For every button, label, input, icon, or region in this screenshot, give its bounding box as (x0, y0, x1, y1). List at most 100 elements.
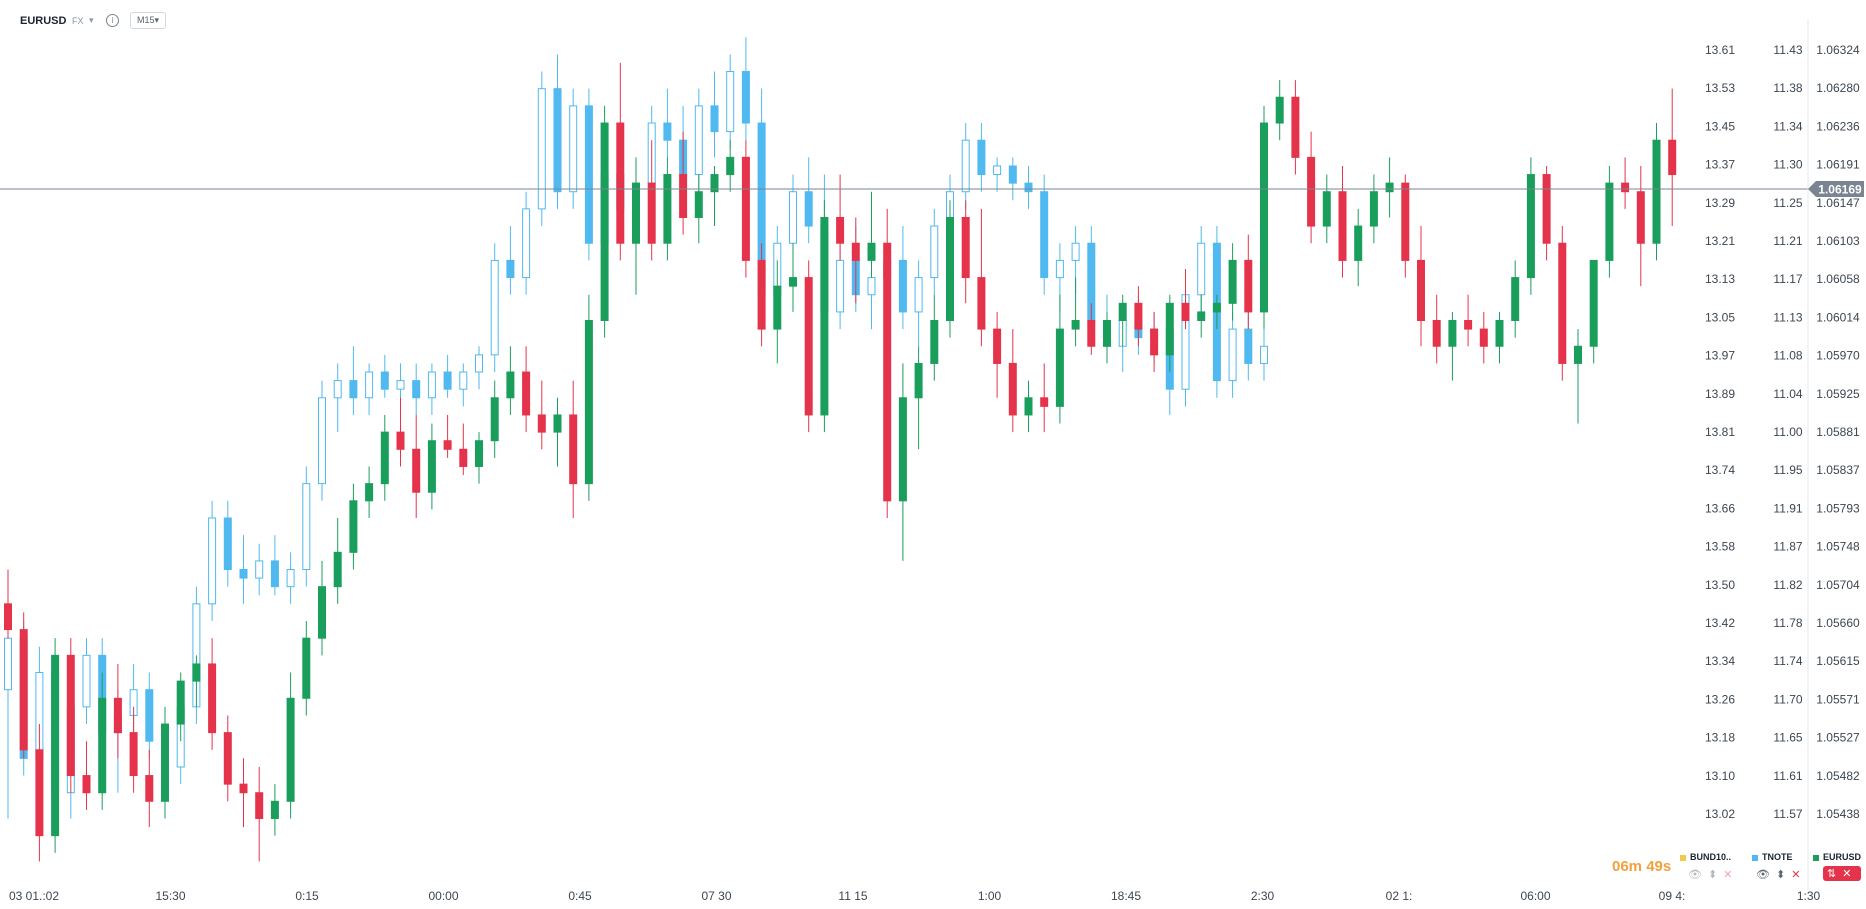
eye-icon[interactable]: 👁 (1688, 868, 1702, 881)
eurusd-tick-label: 1.05571 (1816, 692, 1860, 706)
candle-body (694, 191, 703, 218)
chevron-down-icon[interactable]: ▾ (89, 15, 94, 25)
candle-body (1322, 191, 1331, 227)
candle-body (537, 88, 546, 210)
candle-body (380, 431, 389, 485)
bund-tick-label: 13.37 (1705, 158, 1735, 172)
candle-body (333, 380, 342, 399)
time-tick-label: 18:45 (1111, 889, 1141, 903)
candle-body (1369, 191, 1378, 227)
eurusd-tick-label: 1.05704 (1816, 578, 1860, 592)
move-icon[interactable]: ⬍ (1775, 868, 1786, 881)
candle-body (522, 371, 531, 416)
candle-body (993, 165, 1002, 176)
tnote-tick-label: 11.95 (1773, 463, 1802, 477)
reorder-icon[interactable]: ⇅ (1827, 867, 1837, 880)
tnote-tick-label: 11.65 (1773, 731, 1802, 745)
candle-body (1118, 302, 1127, 322)
candle-body (914, 277, 923, 313)
candle-body (569, 414, 578, 485)
move-icon[interactable]: ⬍ (1707, 868, 1718, 881)
eurusd-tick-label: 1.06147 (1816, 196, 1860, 210)
tnote-series (4, 37, 1268, 819)
symbol-label[interactable]: EURUSD (20, 15, 67, 27)
candle-body (129, 732, 138, 777)
time-tick-label: 0:15 (295, 889, 319, 903)
candle-body (1197, 242, 1206, 296)
candle-body (4, 637, 12, 691)
candle-body (255, 792, 264, 819)
close-icon[interactable]: ✕ (1723, 868, 1733, 881)
candle-body (1260, 122, 1268, 313)
candle-body (1558, 242, 1567, 364)
eurusd-controls: ⇅ ✕ (1823, 866, 1862, 881)
time-tick-label: 0:45 (568, 889, 592, 903)
candle-body (208, 663, 217, 734)
legend-item-tnote[interactable]: TNOTE (1752, 852, 1793, 862)
eurusd-tick-label: 1.05615 (1816, 654, 1860, 668)
candle-body (600, 122, 609, 322)
bund-tick-label: 13.81 (1705, 425, 1735, 439)
close-icon[interactable]: ✕ (1791, 868, 1801, 881)
time-tick-label: 06:00 (1520, 889, 1550, 903)
eurusd-tick-label: 1.05881 (1816, 425, 1860, 439)
candle-body (1385, 182, 1394, 193)
legend-item-eurusd[interactable]: EURUSD (1813, 852, 1861, 862)
info-icon[interactable]: i (106, 14, 119, 27)
candle-body (270, 560, 279, 588)
candle-body (1574, 345, 1582, 364)
candle-body (4, 603, 12, 631)
candle-body (961, 216, 970, 279)
bund-controls: 👁 ⬍ ✕ (1688, 868, 1738, 881)
legend-item-bund[interactable]: BUND10.. (1680, 852, 1731, 862)
candle-body (663, 122, 672, 141)
time-tick-label: 00:00 (428, 889, 458, 903)
candle-body (1652, 139, 1661, 244)
candle-body (475, 354, 483, 373)
candle-body (1338, 191, 1347, 261)
candle-body (1244, 328, 1253, 364)
candle-body (459, 371, 468, 390)
candle-body (365, 371, 374, 399)
legend-label: BUND10.. (1690, 852, 1732, 862)
candle-body (961, 139, 970, 193)
candle-body (223, 517, 232, 570)
candle-body (506, 259, 515, 279)
candle-body (867, 277, 876, 296)
tnote-tick-label: 11.43 (1773, 43, 1802, 57)
candle-body (553, 414, 562, 433)
bund-price-axis: 13.61 13.53 13.45 13.37 13.29 13.21 13.13 13.05… (1705, 43, 1735, 821)
bund-tick-label: 13.66 (1705, 501, 1735, 515)
close-icon[interactable]: ✕ (1842, 867, 1852, 880)
candle-body (1621, 182, 1630, 193)
eye-icon[interactable]: 👁 (1756, 868, 1770, 881)
candle-body (1448, 320, 1457, 347)
candle-body (741, 71, 750, 124)
candle-body (176, 680, 185, 725)
candle-body (584, 105, 593, 244)
candle-body (82, 654, 91, 708)
candle-body (1589, 259, 1598, 347)
candle-body (286, 697, 295, 802)
candle-body (522, 208, 531, 279)
eurusd-tick-label: 1.05970 (1816, 349, 1860, 363)
eurusd-price-axis: 1.063241.062801.062361.061911.061471.061… (1816, 43, 1860, 821)
candle-body (1307, 156, 1316, 227)
eurusd-tick-label: 1.06236 (1816, 119, 1860, 133)
candle-body (930, 225, 939, 279)
tnote-tick-label: 11.74 (1773, 654, 1802, 668)
candle-body (1040, 397, 1049, 407)
timeframe-select[interactable]: M15▾ (130, 12, 167, 29)
tnote-tick-label: 11.61 (1773, 769, 1802, 783)
time-tick-label: 2:30 (1251, 889, 1275, 903)
candle-body (427, 371, 436, 399)
eurusd-tick-label: 1.05438 (1816, 807, 1860, 821)
candle-body (443, 440, 452, 450)
candle-body (396, 380, 405, 390)
legend-label: EURUSD (1823, 852, 1862, 862)
time-tick-label: 03 01.:02 (9, 889, 59, 903)
candle-body (820, 216, 829, 416)
candle-body (1354, 225, 1363, 261)
candle-body (694, 105, 703, 176)
